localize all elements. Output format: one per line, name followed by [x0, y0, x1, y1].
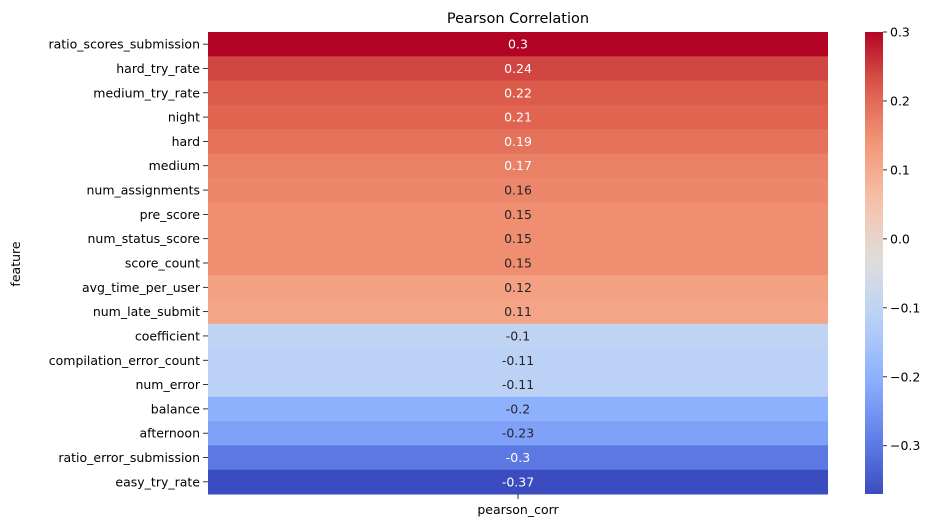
row-tick-label: ratio_scores_submission: [48, 37, 200, 52]
colorbar-tick-label: 0.3: [890, 25, 910, 40]
row-tick-label: ratio_error_submission: [58, 450, 200, 465]
heatmap-cell: [208, 32, 828, 57]
row-tick-label: avg_time_per_user: [82, 280, 201, 295]
row-tick-label: coefficient: [135, 328, 200, 343]
heatmap-cell: [208, 80, 828, 106]
heatmap-cell: [208, 153, 828, 179]
heatmap-cell: [208, 104, 828, 130]
chart-title: Pearson Correlation: [447, 11, 589, 27]
heatmap-cell: [208, 226, 828, 252]
heatmap-cell: [208, 299, 828, 325]
row-tick-label: pre_score: [140, 207, 201, 222]
row-tick-label: medium: [149, 158, 200, 173]
cell-value-label: 0.15: [504, 231, 532, 246]
heatmap-cell: [208, 445, 828, 471]
cell-value-label: -0.23: [502, 426, 534, 441]
cell-value-label: 0.22: [504, 85, 532, 100]
heatmap-cell: [208, 129, 828, 155]
colorbar-tick-label: −0.3: [890, 438, 920, 453]
heatmap-cell: [208, 469, 828, 495]
row-tick-label: easy_try_rate: [115, 474, 200, 489]
cell-value-label: -0.3: [506, 450, 530, 465]
cell-value-label: 0.15: [504, 207, 532, 222]
cell-value-label: 0.19: [504, 134, 532, 149]
row-tick-label: score_count: [125, 256, 200, 271]
row-tick-label: afternoon: [140, 426, 201, 441]
heatmap-cells: 0.3 0.24 0.22 0.21 0.19 0.17 0.16 0.15 0.15 0.15 0…: [208, 32, 828, 495]
cell-value-label: 0.24: [504, 61, 532, 76]
row-tick-label: num_assignments: [87, 183, 201, 198]
cell-value-label: 0.21: [504, 110, 532, 125]
colorbar-tick-label: −0.2: [890, 369, 920, 384]
cell-value-label: 0.15: [504, 256, 532, 271]
heatmap-cell: [208, 372, 828, 398]
row-tick-label: medium_try_rate: [93, 85, 200, 100]
colorbar-tick-label: 0.1: [890, 162, 910, 177]
row-tick-label: hard: [172, 134, 200, 149]
row-tick-label: balance: [151, 401, 201, 416]
colorbar-tick-label: −0.1: [890, 300, 920, 315]
row-tick-label: num_error: [135, 377, 200, 392]
cell-value-label: -0.37: [502, 474, 534, 489]
cell-value-label: -0.1: [506, 328, 530, 343]
colorbar-tick-label: 0.2: [890, 93, 910, 108]
heatmap-cell: [208, 202, 828, 228]
heatmap-cell: [208, 421, 828, 446]
heatmap-cell: [208, 250, 828, 276]
y-axis-label: feature: [8, 241, 23, 286]
row-tick-label: night: [168, 110, 200, 125]
cell-value-label: 0.12: [504, 280, 532, 295]
row-tick-label: compilation_error_count: [49, 353, 200, 368]
colorbar-gradient: [865, 32, 883, 494]
heatmap-cell: [208, 396, 828, 422]
colorbar-tick-label: 0.0: [890, 231, 910, 246]
heatmap-cell: [208, 323, 828, 349]
cell-value-label: 0.11: [504, 304, 532, 319]
column-tick-label: pearson_corr: [477, 502, 559, 517]
heatmap-cell: [208, 56, 828, 82]
heatmap-cell: [208, 275, 828, 300]
cell-value-label: -0.2: [506, 401, 530, 416]
colorbar: 0.3 0.2 0.1 0.0 −0.1 −0.2 −0.3: [865, 25, 920, 494]
column-tick-labels: pearson_corr: [477, 494, 560, 517]
cell-value-label: 0.3: [508, 37, 528, 52]
cell-value-label: -0.11: [502, 377, 534, 392]
heatmap-cell: [208, 348, 828, 373]
cell-value-label: 0.17: [504, 158, 532, 173]
cell-value-label: -0.11: [502, 353, 534, 368]
heatmap-cell: [208, 177, 828, 203]
cell-value-label: 0.16: [504, 183, 532, 198]
row-tick-labels: ratio_scores_submission hard_try_ratemedi…: [48, 37, 208, 489]
row-tick-label: num_status_score: [87, 231, 200, 246]
row-tick-label: num_late_submit: [93, 304, 200, 319]
row-tick-label: hard_try_rate: [116, 61, 200, 76]
